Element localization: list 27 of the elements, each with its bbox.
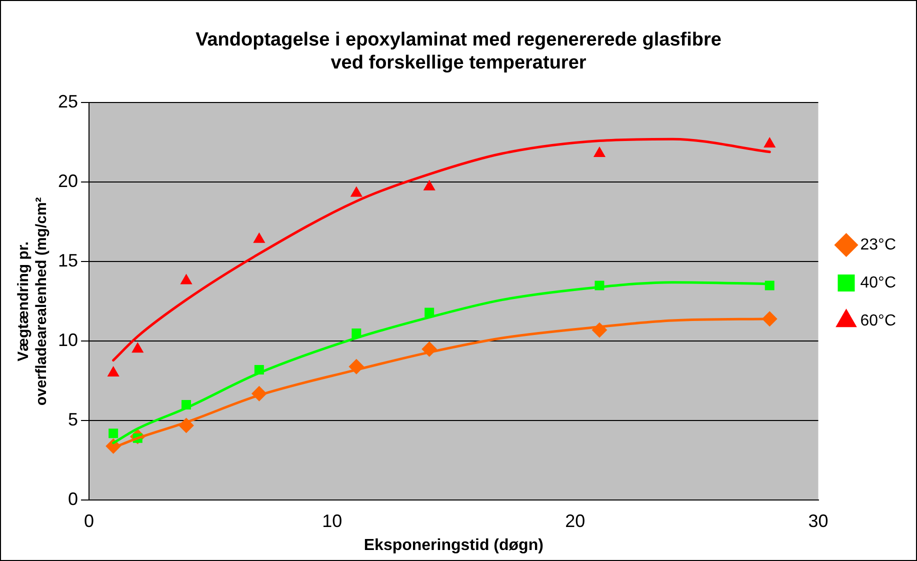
point	[132, 342, 144, 353]
text: Vægtændring pr.	[15, 241, 32, 362]
point	[424, 180, 436, 190]
point	[764, 137, 776, 148]
legend-label: 23°C	[860, 236, 896, 254]
y-tick-label: 5	[68, 410, 78, 430]
x-tick-label: 30	[808, 510, 828, 531]
legend-label: 60°C	[860, 312, 896, 330]
text: Vandoptagelse i epoxylaminat med regenererede glasfibre	[196, 30, 722, 51]
y-tick-label: 10	[58, 330, 78, 350]
x-tick-label: 0	[84, 510, 94, 531]
x-axis-title: Eksponeringstid (døgn)	[364, 536, 544, 554]
point	[350, 186, 362, 197]
y-tick-label: 15	[58, 250, 78, 271]
x-tick-label: 20	[565, 510, 586, 531]
text: ved forskellige temperaturer	[330, 52, 586, 74]
point	[108, 428, 118, 438]
y-tick-label: 25	[58, 92, 78, 112]
legend-label: 40°C	[860, 274, 896, 292]
y-tick-label: 0	[68, 489, 78, 510]
point	[594, 146, 606, 157]
text: overfladearealenhed (mg/cm²	[33, 197, 50, 406]
x-tick-label: 10	[322, 510, 342, 531]
y-tick-label: 20	[58, 171, 78, 192]
line-series	[112, 138, 771, 362]
point	[253, 232, 265, 243]
point	[180, 274, 192, 284]
